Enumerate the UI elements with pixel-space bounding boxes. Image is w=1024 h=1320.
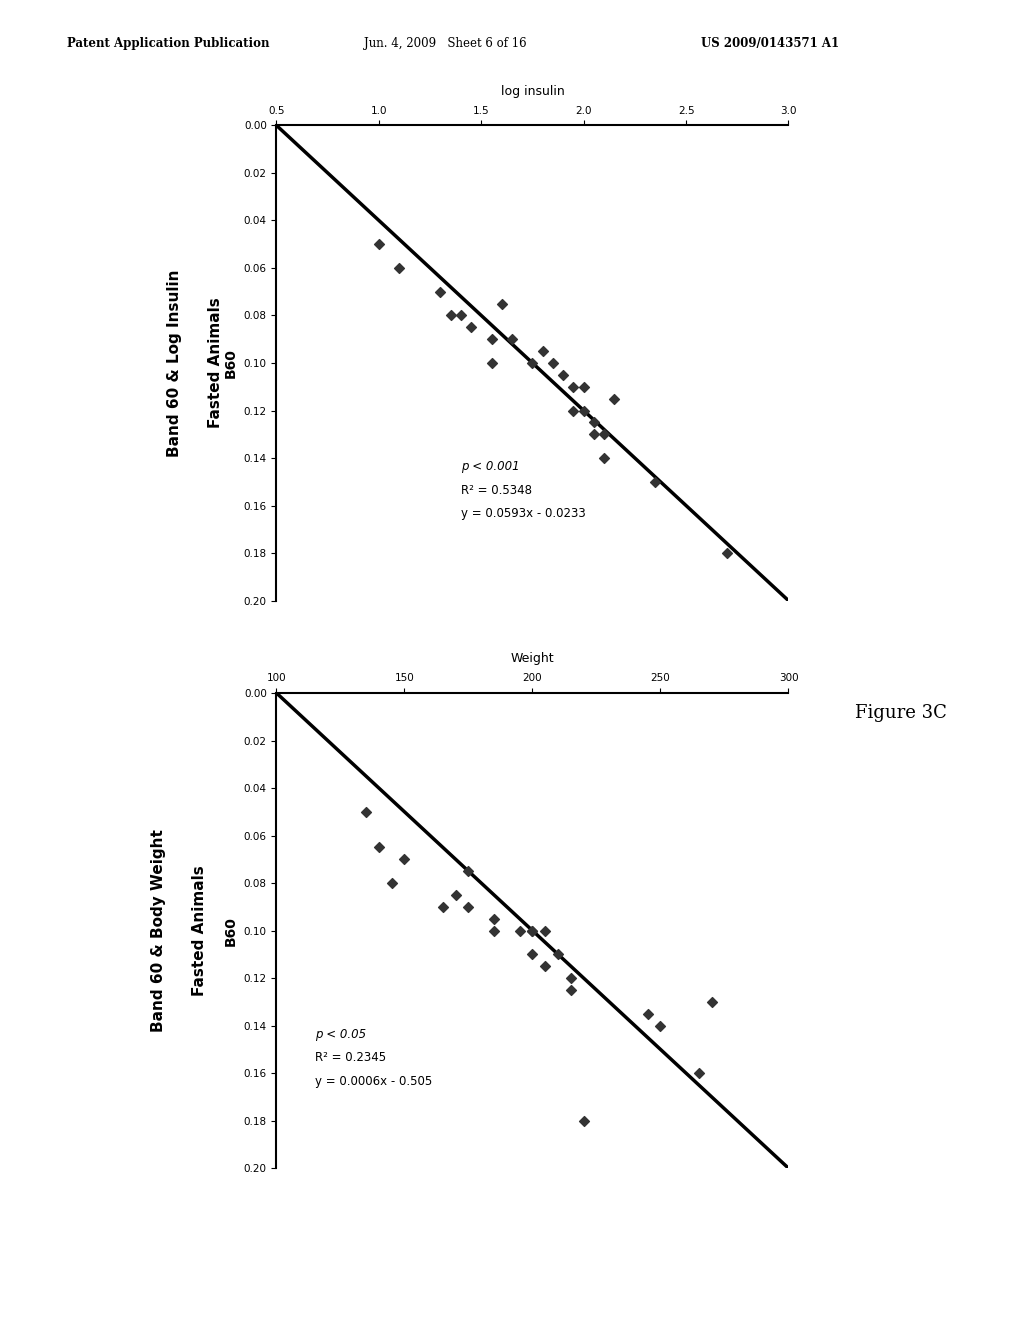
Text: R² = 0.5348: R² = 0.5348: [461, 483, 531, 496]
Point: [371, 837, 387, 858]
Point: [535, 341, 551, 362]
Point: [606, 388, 623, 409]
Point: [639, 1003, 656, 1024]
Text: Band 60 & Body Weight: Band 60 & Body Weight: [152, 829, 166, 1032]
Point: [358, 801, 375, 822]
Point: [396, 849, 413, 870]
Point: [432, 281, 449, 302]
Y-axis label: B60: B60: [224, 916, 238, 945]
Point: [383, 873, 399, 894]
Point: [545, 352, 561, 374]
Point: [563, 968, 580, 989]
Point: [483, 352, 500, 374]
Text: US 2009/0143571 A1: US 2009/0143571 A1: [701, 37, 840, 50]
Point: [447, 884, 464, 906]
Text: R² = 0.2345: R² = 0.2345: [315, 1051, 386, 1064]
Point: [524, 352, 541, 374]
Point: [575, 1110, 592, 1131]
Point: [586, 424, 602, 445]
Text: Band 60 & Log Insulin: Band 60 & Log Insulin: [167, 269, 181, 457]
Point: [565, 400, 582, 421]
Text: p < 0.001: p < 0.001: [461, 459, 519, 473]
Text: p < 0.05: p < 0.05: [315, 1027, 366, 1040]
Point: [461, 896, 477, 917]
Text: Figure 3C: Figure 3C: [855, 704, 947, 722]
Text: y = 0.0006x - 0.505: y = 0.0006x - 0.505: [315, 1074, 432, 1088]
Point: [486, 920, 503, 941]
Point: [486, 908, 503, 929]
Point: [596, 447, 612, 469]
Point: [483, 329, 500, 350]
Point: [453, 305, 469, 326]
Point: [647, 471, 664, 492]
Point: [565, 376, 582, 397]
Point: [537, 956, 553, 977]
Text: Jun. 4, 2009   Sheet 6 of 16: Jun. 4, 2009 Sheet 6 of 16: [364, 37, 526, 50]
Point: [719, 543, 735, 564]
Point: [596, 424, 612, 445]
Text: Patent Application Publication: Patent Application Publication: [67, 37, 269, 50]
Point: [504, 329, 520, 350]
Point: [512, 920, 528, 941]
Point: [371, 234, 387, 255]
X-axis label: Weight: Weight: [511, 652, 554, 665]
Point: [652, 1015, 669, 1036]
Point: [463, 317, 479, 338]
Point: [442, 305, 459, 326]
Point: [550, 944, 566, 965]
Point: [703, 991, 720, 1012]
Point: [537, 920, 553, 941]
Point: [586, 412, 602, 433]
Y-axis label: B60: B60: [224, 348, 238, 378]
X-axis label: log insulin: log insulin: [501, 84, 564, 98]
Point: [555, 364, 571, 385]
Point: [461, 861, 477, 882]
Point: [690, 1063, 707, 1084]
Point: [435, 896, 452, 917]
Point: [391, 257, 408, 279]
Point: [524, 944, 541, 965]
Point: [575, 400, 592, 421]
Text: Fasted Animals: Fasted Animals: [193, 865, 207, 997]
Point: [575, 376, 592, 397]
Point: [494, 293, 510, 314]
Point: [563, 979, 580, 1001]
Text: y = 0.0593x - 0.0233: y = 0.0593x - 0.0233: [461, 507, 586, 520]
Point: [524, 920, 541, 941]
Point: [524, 920, 541, 941]
Text: Fasted Animals: Fasted Animals: [208, 297, 222, 429]
